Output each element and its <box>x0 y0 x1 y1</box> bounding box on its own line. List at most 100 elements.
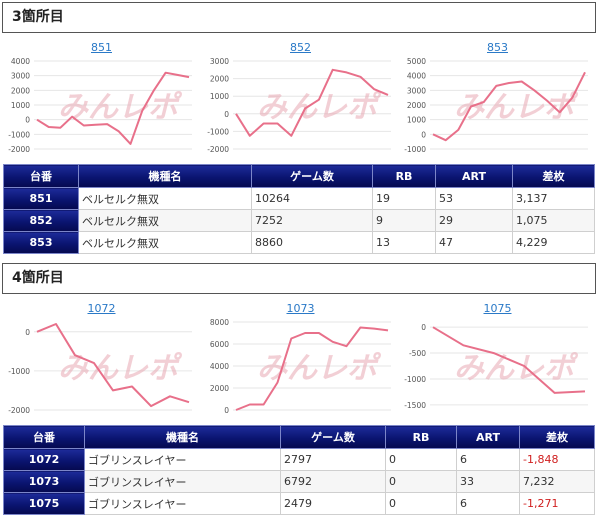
chart-svg: -2000 -1000 0 1000 2000 3000 みんレポ <box>207 57 391 154</box>
rb-count: 13 <box>372 231 436 254</box>
machine-number[interactable]: 851 <box>3 187 79 210</box>
table-row: 851 ベルセルク無双 10264 19 53 3,137 <box>3 187 595 210</box>
y-tick-label: 2000 <box>11 86 30 95</box>
chart-title-link[interactable]: 1072 <box>87 302 116 315</box>
y-tick-label: -1000 <box>404 375 426 384</box>
chart-title-link[interactable]: 1073 <box>286 302 315 315</box>
chart-853: 853 -1000 0 1000 2000 3000 4000 5000 みんレポ <box>400 33 595 159</box>
y-tick-label: 0 <box>421 323 426 332</box>
machine-number[interactable]: 852 <box>3 209 79 232</box>
machine-number[interactable]: 853 <box>3 231 79 254</box>
y-tick-label: 0 <box>224 406 229 415</box>
art-count: 47 <box>435 231 513 254</box>
y-tick-label: 0 <box>224 110 229 119</box>
y-tick-label: 1000 <box>407 116 426 125</box>
chart-row: 1072 -2000 -1000 0 みんレポ 1073 0 2000 4000 6000 8… <box>0 294 598 420</box>
chart-svg: 0 2000 4000 6000 8000 みんレポ <box>210 318 391 415</box>
y-tick-label: 2000 <box>407 101 426 110</box>
y-tick-label: -1000 <box>404 145 426 154</box>
y-tick-label: 6000 <box>210 340 229 349</box>
diff-value: 7,232 <box>519 470 595 493</box>
table-header-row: 台番 機種名 ゲーム数 RB ART 差枚 <box>3 425 595 449</box>
y-tick-label: 0 <box>25 328 30 337</box>
y-tick-label: 1000 <box>210 92 229 101</box>
model-name: ベルセルク無双 <box>78 209 252 232</box>
diff-value: -1,271 <box>519 492 595 515</box>
y-tick-label: 0 <box>25 116 30 125</box>
machine-table: 台番 機種名 ゲーム数 RB ART 差枚 1072 ゴブリンスレイヤー 279… <box>3 425 595 515</box>
series-line <box>36 323 190 408</box>
machine-number[interactable]: 1072 <box>3 448 85 471</box>
y-tick-label: -500 <box>409 349 426 358</box>
model-name: ベルセルク無双 <box>78 231 252 254</box>
table-row: 1072 ゴブリンスレイヤー 2797 0 6 -1,848 <box>3 448 595 471</box>
model-name: ゴブリンスレイヤー <box>84 448 281 471</box>
game-count: 2797 <box>280 448 386 471</box>
chart-title-link[interactable]: 852 <box>290 41 311 54</box>
chart-title-link[interactable]: 853 <box>487 41 508 54</box>
model-name: ゴブリンスレイヤー <box>84 470 281 493</box>
watermark: みんレポ <box>257 351 382 386</box>
y-tick-label: -2000 <box>8 406 30 415</box>
series-line <box>235 68 389 137</box>
chart-svg: -1500 -1000 -500 0 みんレポ <box>404 323 588 410</box>
machine-number[interactable]: 1073 <box>3 470 85 493</box>
chart-851: 851 -2000 -1000 0 1000 2000 3000 4000 みんレポ <box>4 33 199 159</box>
chart-row: 851 -2000 -1000 0 1000 2000 3000 4000 みんレポ 852 … <box>0 33 598 159</box>
series-line <box>36 71 190 145</box>
art-count: 6 <box>456 448 520 471</box>
table-row: 1075 ゴブリンスレイヤー 2479 0 6 -1,271 <box>3 492 595 515</box>
series-line <box>432 71 586 142</box>
game-count: 8860 <box>251 231 373 254</box>
art-count: 29 <box>435 209 513 232</box>
chart-svg: -1000 0 1000 2000 3000 4000 5000 みんレポ <box>404 57 588 154</box>
art-count: 6 <box>456 492 520 515</box>
y-tick-label: 8000 <box>210 318 229 327</box>
section-title: 3箇所目 <box>2 2 596 33</box>
table-header-row: 台番 機種名 ゲーム数 RB ART 差枚 <box>3 164 595 188</box>
header-art: ART <box>435 164 513 188</box>
header-model: 機種名 <box>78 164 252 188</box>
watermark: みんレポ <box>58 90 183 125</box>
y-tick-label: -1000 <box>8 367 30 376</box>
table-row: 853 ベルセルク無双 8860 13 47 4,229 <box>3 231 595 254</box>
machine-table: 台番 機種名 ゲーム数 RB ART 差枚 851 ベルセルク無双 10264 … <box>3 164 595 254</box>
diff-value: 1,075 <box>512 209 595 232</box>
header-games: ゲーム数 <box>251 164 373 188</box>
art-count: 53 <box>435 187 513 210</box>
header-no: 台番 <box>3 164 79 188</box>
header-art: ART <box>456 425 520 449</box>
y-tick-label: 2000 <box>210 384 229 393</box>
diff-value: 4,229 <box>512 231 595 254</box>
chart-svg: -2000 -1000 0 1000 2000 3000 4000 みんレポ <box>8 57 192 154</box>
game-count: 10264 <box>251 187 373 210</box>
machine-number[interactable]: 1075 <box>3 492 85 515</box>
section-4: 4箇所目 1072 -2000 -1000 0 みんレポ 1073 0 2000 4000… <box>0 263 598 515</box>
game-count: 2479 <box>280 492 386 515</box>
art-count: 33 <box>456 470 520 493</box>
section-3: 3箇所目 851 -2000 -1000 0 1000 2000 3000 4000 みんレポ… <box>0 2 598 254</box>
table-row: 852 ベルセルク無双 7252 9 29 1,075 <box>3 209 595 232</box>
watermark: みんレポ <box>454 351 579 386</box>
header-games: ゲーム数 <box>280 425 386 449</box>
y-tick-label: 4000 <box>407 72 426 81</box>
watermark: みんレポ <box>257 90 382 125</box>
header-no: 台番 <box>3 425 85 449</box>
y-tick-label: 3000 <box>407 86 426 95</box>
chart-title-link[interactable]: 851 <box>91 41 112 54</box>
chart-title-link[interactable]: 1075 <box>483 302 512 315</box>
game-count: 6792 <box>280 470 386 493</box>
y-tick-label: 4000 <box>11 57 30 66</box>
y-tick-label: -2000 <box>8 145 30 154</box>
rb-count: 19 <box>372 187 436 210</box>
model-name: ベルセルク無双 <box>78 187 252 210</box>
y-tick-label: 5000 <box>407 57 426 66</box>
y-tick-label: 3000 <box>11 72 30 81</box>
diff-value: -1,848 <box>519 448 595 471</box>
y-tick-label: -1000 <box>207 127 229 136</box>
y-tick-label: 2000 <box>210 75 229 84</box>
y-tick-label: 1000 <box>11 101 30 110</box>
header-diff: 差枚 <box>519 425 595 449</box>
header-model: 機種名 <box>84 425 281 449</box>
